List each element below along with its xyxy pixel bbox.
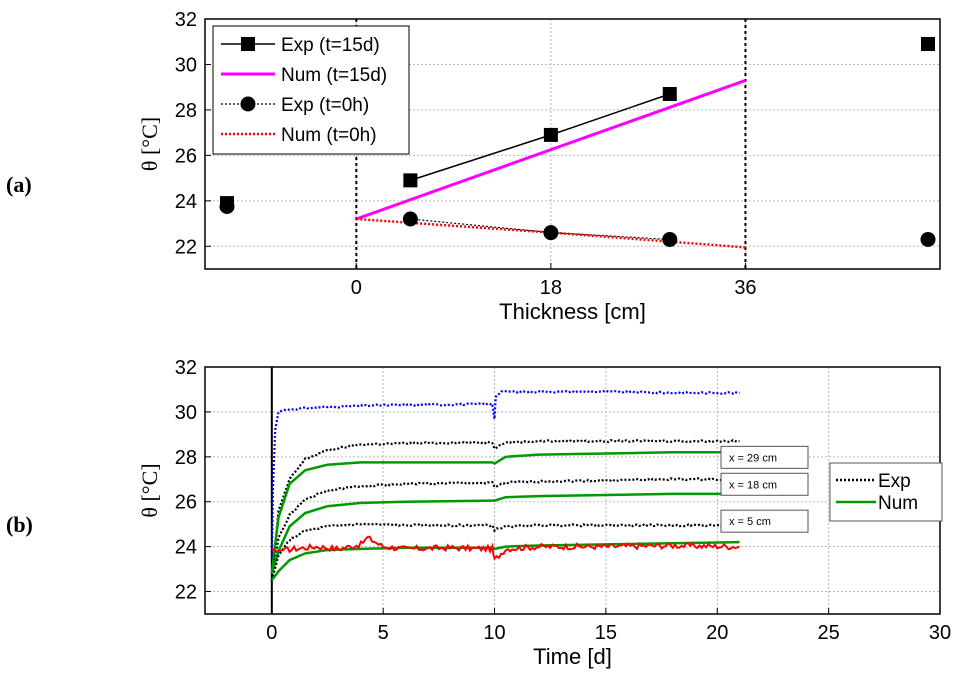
series-exp-0h-point xyxy=(543,225,559,241)
chart-b-annotation-label: x = 5 cm xyxy=(729,516,771,528)
chart-b-legend-label: Exp xyxy=(878,471,911,492)
series-exp-x-5-cm-line xyxy=(270,522,740,581)
series-exp-15d-point-outside xyxy=(921,37,935,51)
series-exp-15d-point xyxy=(543,127,558,142)
chart-b-annotation: x = 29 cm xyxy=(720,445,809,469)
chart-b-annotation: x = 18 cm xyxy=(720,472,809,496)
chart-b-ytick-label: 22 xyxy=(175,582,197,604)
series-exp-outdoor-15d-face-line xyxy=(270,389,740,558)
chart-b-ytick-label: 30 xyxy=(175,402,197,424)
chart-b-xtick-label: 15 xyxy=(595,622,617,644)
chart-a-legend-label: Num (t=15d) xyxy=(281,65,387,86)
chart-b-xtick-label: 30 xyxy=(929,622,951,644)
series-exp-0h-point-outside xyxy=(219,199,235,214)
series-exp-15d-point xyxy=(662,87,677,101)
series-num-x-29-cm-line xyxy=(270,451,740,574)
chart-a-ytick-label: 26 xyxy=(175,145,197,167)
chart-b-xtick-label: 0 xyxy=(266,622,277,644)
chart-b-annotation-box xyxy=(720,472,809,496)
series-exp-0h-point xyxy=(662,231,678,247)
chart-b-xtick-label: 25 xyxy=(818,622,840,644)
chart-a-axes-frame xyxy=(204,18,941,270)
chart-b-ytick-label: 32 xyxy=(175,357,197,379)
chart-b-ylabel: θ [°C] xyxy=(137,463,162,517)
series-num-x-18-cm-line xyxy=(270,492,740,574)
panel-b-label: (b) xyxy=(6,512,33,537)
chart-a-legend-label: Num (t=0h) xyxy=(281,125,377,146)
chart-b-ytick-label: 28 xyxy=(175,447,197,469)
series-exp-0h-point-outside xyxy=(920,231,936,247)
panel-a-label: (a) xyxy=(6,172,32,197)
chart-a-ytick-label: 24 xyxy=(175,191,197,213)
chart-b-ytick-label: 24 xyxy=(175,537,197,559)
chart-b-legend-box xyxy=(829,462,943,522)
chart-a-legend-label: Exp (t=15d) xyxy=(281,35,380,56)
chart-a-xtick-label: 36 xyxy=(734,277,756,299)
chart-a-legend-marker-square xyxy=(241,37,255,51)
series-num-0h-line xyxy=(356,217,746,249)
chart-a-ytick-label: 28 xyxy=(175,100,197,122)
chart-a-ytick-label: 22 xyxy=(175,236,197,258)
chart-b-xtick-label: 10 xyxy=(483,622,505,644)
series-exp-15d-point xyxy=(403,173,418,188)
series-num-15d-line xyxy=(355,78,746,221)
chart-a-ytick-label: 32 xyxy=(175,9,197,31)
chart-a-xlabel: Thickness [cm] xyxy=(499,299,646,324)
chart-b-annotation-label: x = 29 cm xyxy=(729,452,777,464)
chart-a-ylabel: θ [°C] xyxy=(137,117,162,171)
chart-b-annotation: x = 5 cm xyxy=(720,509,809,533)
chart-b-xlabel: Time [d] xyxy=(533,644,612,669)
series-exp-x-18-cm-line xyxy=(270,477,740,581)
chart-a-xtick-label: 0 xyxy=(351,277,362,299)
chart-b-xtick-label: 5 xyxy=(378,622,389,644)
series-exp-indoor-0h-face-line xyxy=(271,535,740,561)
series-exp-0h-point xyxy=(402,211,418,227)
chart-b-annotation-box xyxy=(720,509,809,533)
chart-a-ytick-label: 30 xyxy=(175,54,197,76)
chart-a-xtick-label: 18 xyxy=(540,277,562,299)
chart-b-annotation-label: x = 18 cm xyxy=(729,479,777,491)
chart-b-ytick-label: 26 xyxy=(175,492,197,514)
chart-b-legend-label: Num xyxy=(878,493,918,514)
chart-b-xtick-label: 20 xyxy=(706,622,728,644)
chart-a-legend-marker-circle xyxy=(240,96,256,112)
chart-a-legend-label: Exp (t=0h) xyxy=(281,95,369,116)
chart-b-annotation-box xyxy=(720,445,809,469)
